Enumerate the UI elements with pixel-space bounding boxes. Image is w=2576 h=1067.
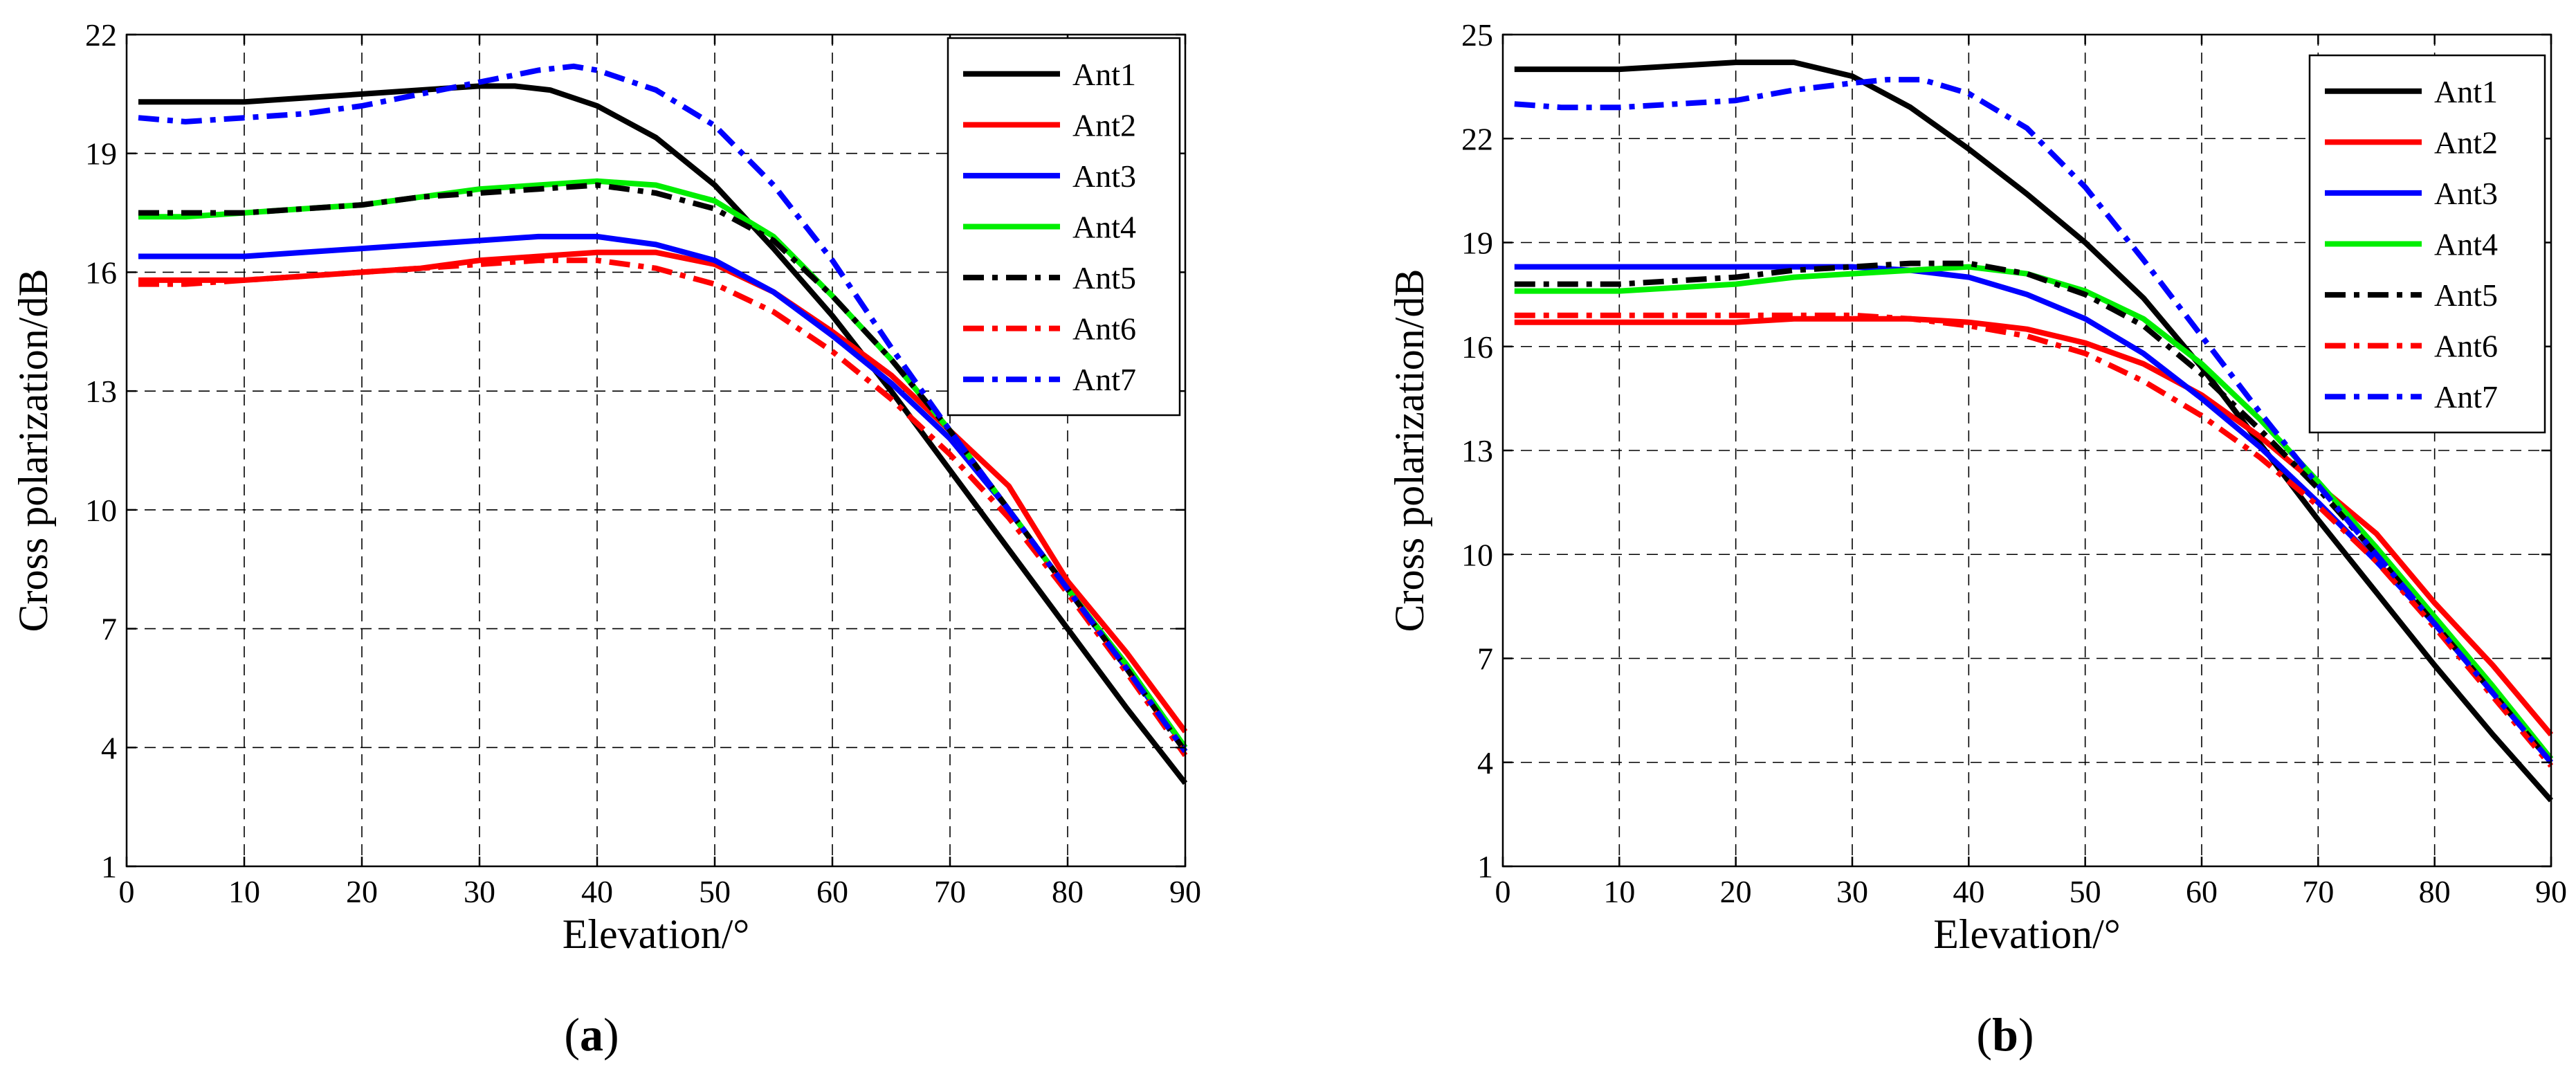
y-tick-label: 1 bbox=[1477, 849, 1493, 884]
y-axis-label: Cross polarization/dB bbox=[1387, 269, 1432, 632]
legend-label-ant7: Ant7 bbox=[2434, 379, 2498, 414]
chart-panel-a: 0 10 20 30 40 50 60 70 80 90 1 4 7 10 13 16 19 22 Elevatio… bbox=[10, 17, 1201, 957]
x-tick-label: 0 bbox=[1495, 874, 1511, 909]
x-tick-label: 30 bbox=[1836, 874, 1868, 909]
y-tick-label: 10 bbox=[85, 493, 117, 528]
plot-frame bbox=[125, 33, 1187, 868]
y-tick-label: 16 bbox=[1461, 329, 1493, 365]
y-tick-label: 4 bbox=[1477, 745, 1493, 781]
legend-label-ant3: Ant3 bbox=[2434, 176, 2498, 211]
x-tick-label: 0 bbox=[119, 874, 135, 909]
y-tick-label: 10 bbox=[1461, 537, 1493, 572]
y-tick-label: 22 bbox=[85, 17, 117, 53]
x-tick-label: 10 bbox=[1603, 874, 1635, 909]
y-tick-label: 19 bbox=[85, 136, 117, 172]
y-tick-label: 25 bbox=[1461, 17, 1493, 53]
legend-label-ant7: Ant7 bbox=[1072, 362, 1136, 397]
x-tick-label: 80 bbox=[2419, 874, 2451, 909]
legend-label-ant2: Ant2 bbox=[2434, 125, 2498, 160]
legend-label-ant6: Ant6 bbox=[1072, 311, 1136, 347]
y-tick-label: 4 bbox=[101, 730, 117, 765]
x-tick-label: 40 bbox=[581, 874, 613, 909]
y-tick-label: 16 bbox=[85, 255, 117, 290]
x-tick-label: 10 bbox=[228, 874, 260, 909]
series-line-ant2 bbox=[138, 249, 1188, 733]
x-tick-label: 40 bbox=[1953, 874, 1984, 909]
x-tick-label: 50 bbox=[2070, 874, 2101, 909]
legend-label-ant5: Ant5 bbox=[1072, 260, 1136, 295]
y-tick-label: 13 bbox=[85, 374, 117, 409]
x-tick-label: 20 bbox=[1720, 874, 1752, 909]
series-line-ant2 bbox=[1514, 316, 2554, 737]
panel-caption-b: (b) bbox=[1976, 1008, 2034, 1061]
y-tick-label: 19 bbox=[1461, 226, 1493, 261]
legend: Ant1 Ant2 Ant3 Ant4 Ant5 Ant6 Ant7 bbox=[947, 37, 1181, 417]
series-line-ant7 bbox=[1514, 77, 2554, 765]
y-tick-label: 13 bbox=[1461, 433, 1493, 468]
x-tick-label: 70 bbox=[934, 874, 966, 909]
panel-caption-a: (a) bbox=[564, 1008, 619, 1061]
series-line-ant6 bbox=[138, 257, 1188, 758]
legend-label-ant4: Ant4 bbox=[1072, 210, 1136, 245]
legend-label-ant2: Ant2 bbox=[1072, 107, 1136, 143]
y-tick-label: 22 bbox=[1461, 121, 1493, 156]
x-tick-label: 60 bbox=[2186, 874, 2218, 909]
legend: Ant1 Ant2 Ant3 Ant4 Ant5 Ant6 Ant7 bbox=[2308, 54, 2546, 434]
x-tick-label: 50 bbox=[699, 874, 731, 909]
y-axis-label: Cross polarization/dB bbox=[10, 269, 56, 632]
legend-label-ant3: Ant3 bbox=[1072, 158, 1136, 194]
series-line-ant1 bbox=[138, 83, 1188, 785]
x-tick-label: 80 bbox=[1052, 874, 1084, 909]
series-line-ant1 bbox=[1514, 60, 2553, 803]
x-tick-label: 20 bbox=[346, 874, 378, 909]
legend-label-ant1: Ant1 bbox=[2434, 74, 2498, 109]
legend-label-ant6: Ant6 bbox=[2434, 329, 2498, 364]
x-axis-label: Elevation/° bbox=[1933, 911, 2121, 957]
y-tick-label: 7 bbox=[101, 612, 117, 647]
x-axis-label: Elevation/° bbox=[563, 911, 750, 957]
x-tick-label: 60 bbox=[816, 874, 848, 909]
x-tick-label: 70 bbox=[2302, 874, 2334, 909]
series-line-ant5 bbox=[1514, 260, 2554, 765]
x-tick-label: 30 bbox=[464, 874, 495, 909]
x-tick-label: 90 bbox=[1169, 874, 1201, 909]
series-line-ant4 bbox=[1514, 264, 2554, 761]
legend-label-ant5: Ant5 bbox=[2434, 277, 2498, 313]
chart-panel-b: 0 10 20 30 40 50 60 70 80 90 1 4 7 10 13 16 19 22 25 Elevat… bbox=[1387, 17, 2567, 957]
x-tick-label: 90 bbox=[2535, 874, 2567, 909]
legend-label-ant4: Ant4 bbox=[2434, 227, 2498, 262]
legend-label-ant1: Ant1 bbox=[1072, 57, 1136, 92]
y-tick-label: 7 bbox=[1477, 641, 1493, 677]
series-line-ant6 bbox=[1514, 312, 2554, 768]
y-tick-label: 1 bbox=[101, 849, 117, 884]
series-line-ant7 bbox=[138, 63, 1188, 754]
